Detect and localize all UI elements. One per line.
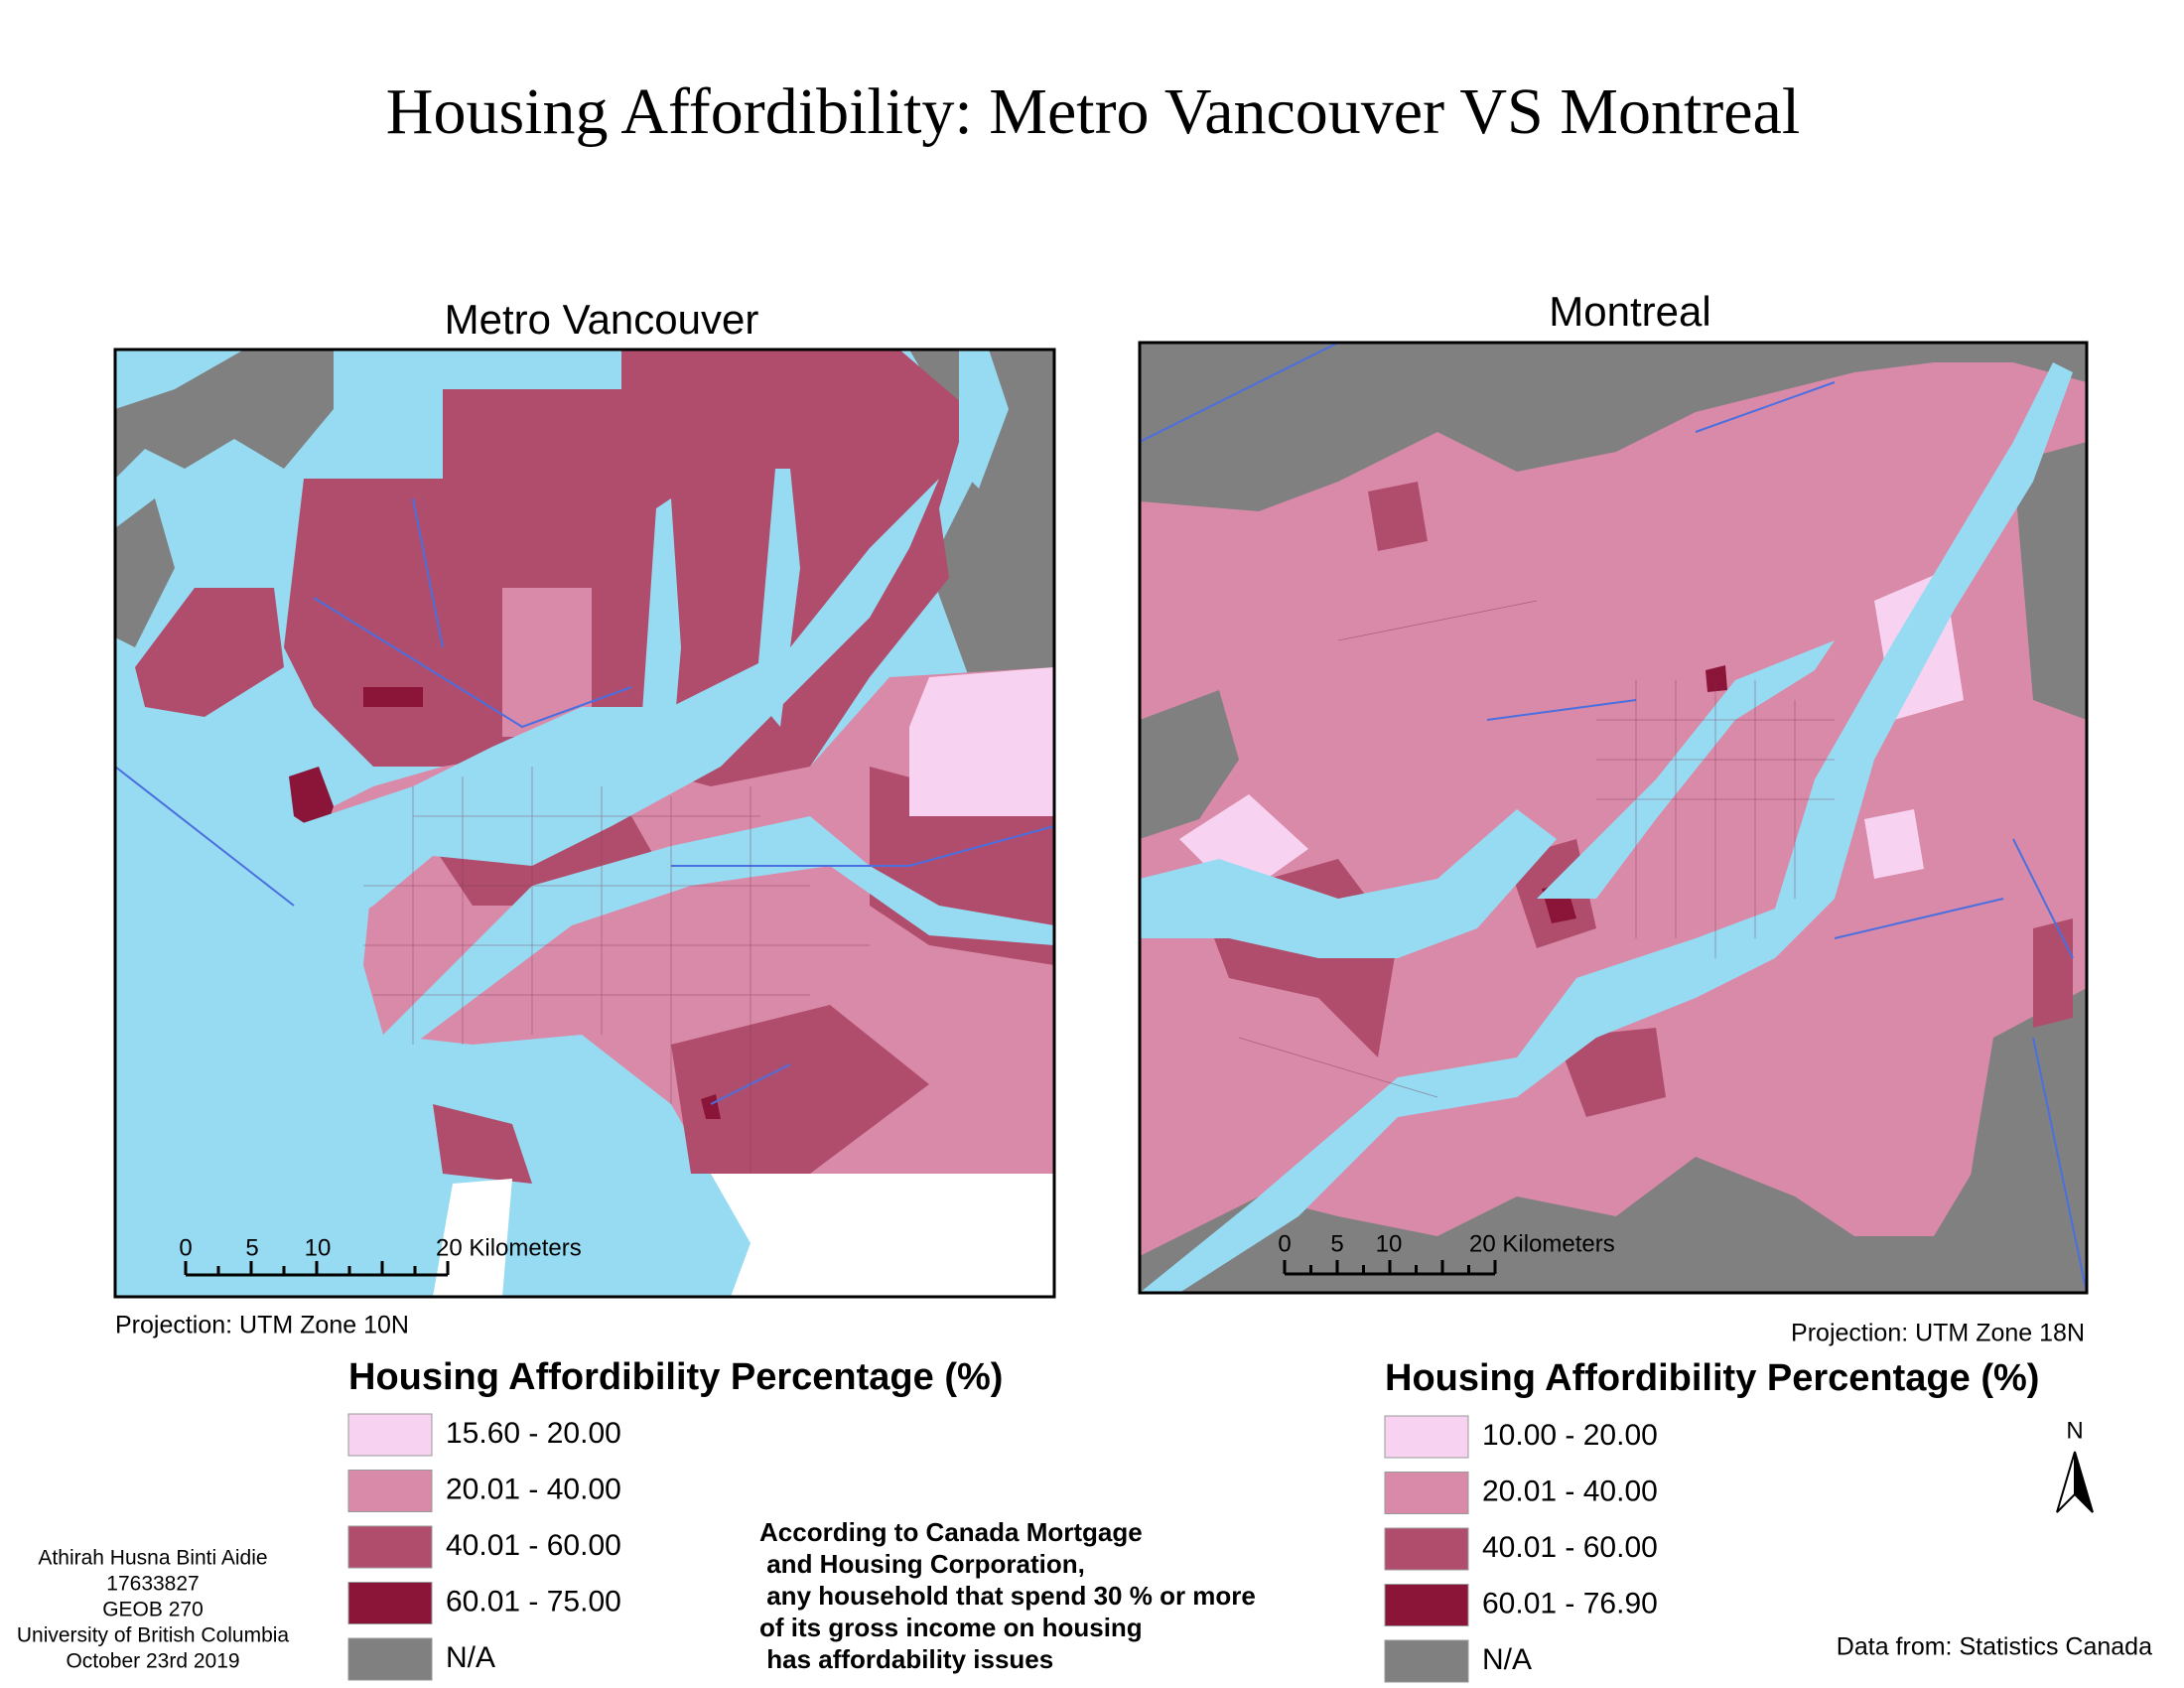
legend-swatch — [347, 1582, 433, 1624]
map-title: Montreal — [1549, 288, 1710, 335]
no-data — [711, 1174, 1054, 1297]
river — [115, 497, 1054, 1105]
district — [909, 667, 1054, 816]
riviere-des-prairies — [1537, 640, 1835, 899]
legend-swatch — [1384, 1415, 1469, 1459]
fraser-river — [115, 479, 939, 1297]
note-line: and Housing Corporation, — [759, 1549, 1085, 1579]
district — [502, 588, 592, 737]
legend-title: Housing Affordibility Percentage (%) — [348, 1356, 1003, 1398]
legend-label: 10.00 - 20.00 — [1482, 1419, 1658, 1452]
north-label: N — [2066, 1417, 2083, 1444]
district — [1368, 482, 1428, 551]
note-line: According to Canada Mortgage — [759, 1517, 1143, 1547]
north-arrow — [2074, 1451, 2094, 1513]
map-title: Metro Vancouver — [445, 296, 759, 343]
district — [1557, 1028, 1666, 1117]
north-shore — [284, 350, 969, 806]
legend-swatch — [1384, 1472, 1469, 1514]
island — [135, 588, 284, 717]
legend-label: 40.01 - 60.00 — [1482, 1531, 1658, 1564]
projection: Projection: UTM Zone 18N — [1791, 1320, 2085, 1347]
note-line: of its gross income on housing — [759, 1613, 1143, 1642]
map-frame — [1138, 341, 2089, 1295]
scale-bar: 0 5 10 20 Kilometers — [1278, 1230, 1615, 1276]
scale-label: 20 Kilometers — [1469, 1230, 1615, 1257]
legend-swatch — [1384, 1527, 1469, 1571]
data-source: Data from: Statistics Canada — [1837, 1633, 2152, 1661]
inlet — [755, 469, 800, 727]
author-block: Athirah Husna Binti Aidie 17633827 GEOB 27… — [17, 1547, 290, 1673]
district — [701, 1094, 721, 1119]
legend-label: 60.01 - 76.90 — [1482, 1587, 1658, 1619]
scale-label: 0 — [1278, 1230, 1291, 1257]
legend: Housing Affordibility Percentage (%) 10.0… — [1384, 1357, 2039, 1683]
land-na — [909, 350, 1054, 677]
legend-label: 15.60 - 20.00 — [446, 1417, 621, 1450]
legend-swatch — [347, 1470, 433, 1512]
legend-swatch — [347, 1637, 433, 1681]
fraser-river — [383, 816, 1054, 1045]
no-data — [433, 1179, 512, 1297]
legend-label: 40.01 - 60.00 — [446, 1529, 621, 1562]
legend-swatch — [347, 1413, 433, 1457]
note-line: has affordability issues — [759, 1644, 1053, 1674]
author-line: 17633827 — [106, 1573, 199, 1596]
vancouver-map — [113, 348, 1056, 1299]
river — [1140, 343, 2087, 1293]
map-frame — [113, 348, 1056, 1299]
legend-label: 20.01 - 40.00 — [446, 1473, 621, 1505]
land-na — [115, 350, 334, 479]
scale-bar: 0 5 10 20 Kilometers — [179, 1234, 582, 1277]
land-na — [1140, 690, 1239, 839]
scale-label: 0 — [179, 1234, 192, 1261]
scale-label: 10 — [305, 1234, 332, 1261]
legend-label: N/A — [1482, 1643, 1532, 1676]
author-line: October 23rd 2019 — [66, 1650, 239, 1673]
inlet — [959, 350, 1009, 489]
boundaries — [1238, 600, 1835, 1098]
montreal-map — [1138, 341, 2089, 1295]
land-na — [115, 498, 175, 647]
legend-swatch — [1384, 1639, 1469, 1683]
legend-label: N/A — [446, 1641, 495, 1674]
river — [1140, 809, 1557, 958]
projection: Projection: UTM Zone 10N — [115, 1312, 409, 1339]
author-line: GEOB 270 — [102, 1599, 204, 1621]
scale-label: 5 — [245, 1234, 258, 1261]
land-na — [1954, 988, 2087, 1293]
district — [433, 1104, 532, 1184]
legend-swatch — [1384, 1584, 1469, 1626]
district — [1864, 809, 1924, 879]
district — [1179, 794, 1308, 899]
land-na — [1596, 1157, 1755, 1293]
boundaries — [363, 767, 870, 1174]
district — [363, 687, 423, 707]
author-line: University of British Columbia — [17, 1624, 290, 1647]
district — [671, 1005, 929, 1174]
author-line: Athirah Husna Binti Aidie — [38, 1547, 267, 1570]
note: According to Canada Mortgage and Housing… — [759, 1517, 1256, 1674]
legend-label: 60.01 - 75.00 — [446, 1585, 621, 1618]
scale-label: 5 — [1330, 1230, 1343, 1257]
legend-title: Housing Affordibility Percentage (%) — [1385, 1357, 2039, 1399]
district — [2033, 918, 2073, 1028]
land-na — [1437, 343, 1656, 442]
legend: Housing Affordibility Percentage (%) 15.6… — [347, 1356, 1003, 1681]
district — [1706, 665, 1727, 692]
scale-label: 20 Kilometers — [436, 1234, 582, 1261]
inlet — [641, 498, 681, 767]
land-na — [2013, 442, 2087, 720]
note-line: any household that spend 30 % or more — [759, 1581, 1256, 1611]
legend-label: 20.01 - 40.00 — [1482, 1475, 1658, 1507]
legend-swatch — [347, 1525, 433, 1569]
page-title: Housing Affordibility: Metro Vancouver V… — [386, 75, 1800, 148]
scale-label: 10 — [1376, 1230, 1403, 1257]
